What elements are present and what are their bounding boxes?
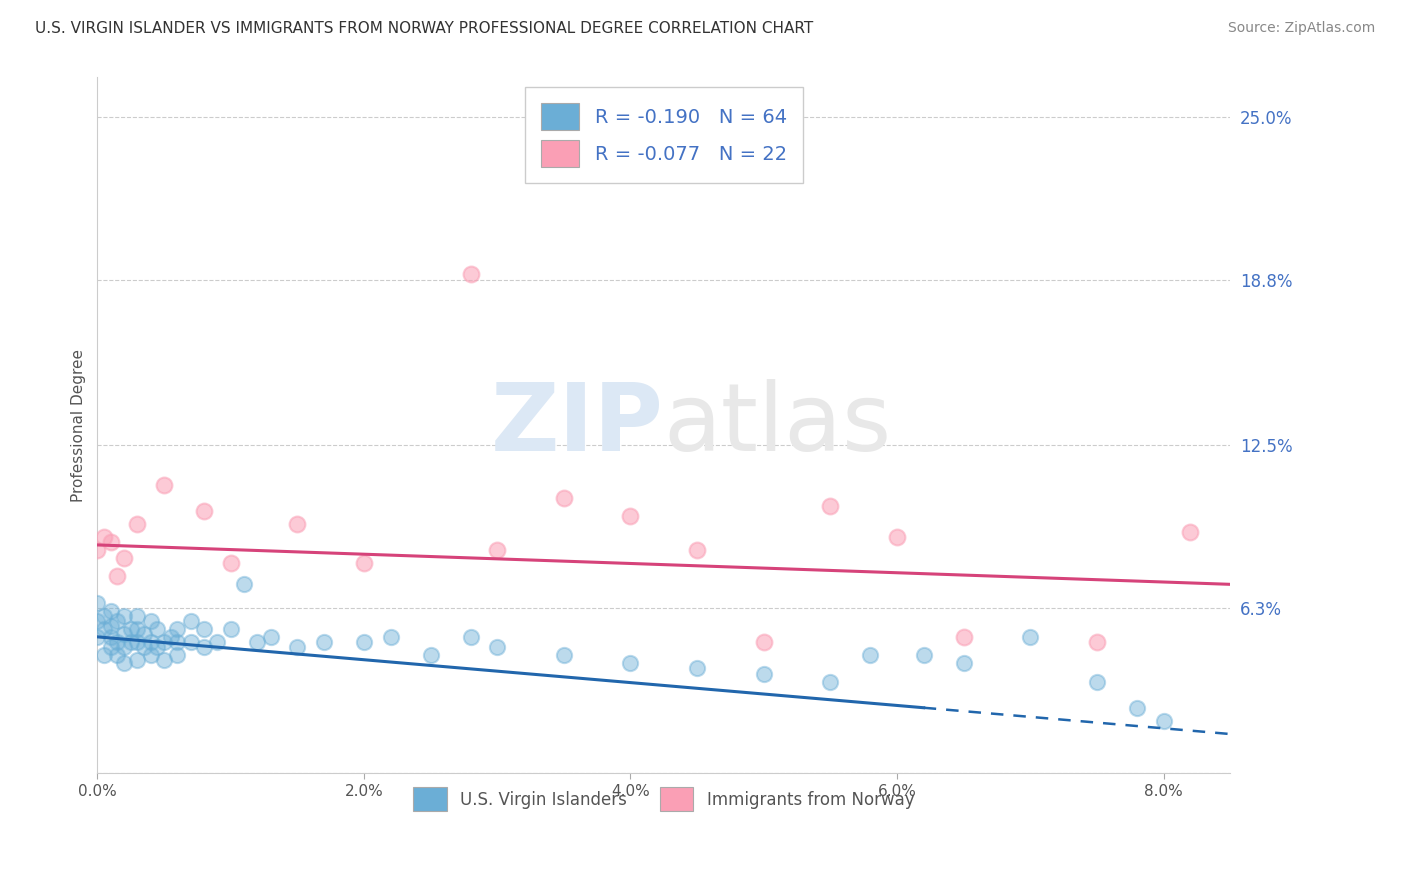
- Point: [912, 648, 935, 663]
- Point: [100, 630, 122, 644]
- Point: [127, 653, 149, 667]
- Point: [353, 635, 375, 649]
- Point: [1085, 674, 1108, 689]
- Point: [233, 577, 256, 591]
- Point: [105, 635, 128, 649]
- Point: [285, 640, 308, 655]
- Point: [193, 640, 215, 655]
- Point: [120, 635, 142, 649]
- Point: [380, 630, 402, 644]
- Legend: U.S. Virgin Islanders, Immigrants from Norway: U.S. Virgin Islanders, Immigrants from N…: [399, 774, 928, 824]
- Point: [127, 635, 149, 649]
- Point: [93, 608, 115, 623]
- Point: [127, 622, 149, 636]
- Point: [166, 648, 188, 663]
- Point: [153, 635, 176, 649]
- Point: [93, 530, 115, 544]
- Point: [100, 640, 122, 655]
- Point: [193, 504, 215, 518]
- Point: [127, 516, 149, 531]
- Point: [127, 608, 149, 623]
- Point: [146, 622, 169, 636]
- Point: [86, 596, 108, 610]
- Point: [166, 622, 188, 636]
- Point: [1085, 635, 1108, 649]
- Point: [112, 608, 135, 623]
- Point: [486, 543, 509, 558]
- Point: [246, 635, 269, 649]
- Point: [112, 551, 135, 566]
- Point: [146, 640, 169, 655]
- Point: [86, 543, 108, 558]
- Text: Source: ZipAtlas.com: Source: ZipAtlas.com: [1227, 21, 1375, 35]
- Point: [619, 509, 641, 524]
- Point: [219, 622, 242, 636]
- Point: [180, 635, 202, 649]
- Point: [686, 661, 709, 675]
- Point: [139, 614, 162, 628]
- Point: [219, 557, 242, 571]
- Point: [752, 666, 775, 681]
- Point: [859, 648, 882, 663]
- Point: [180, 614, 202, 628]
- Text: atlas: atlas: [664, 379, 891, 472]
- Point: [259, 630, 281, 644]
- Point: [132, 640, 155, 655]
- Point: [619, 656, 641, 670]
- Point: [820, 674, 842, 689]
- Point: [419, 648, 441, 663]
- Point: [86, 630, 108, 644]
- Point: [86, 614, 108, 628]
- Text: ZIP: ZIP: [491, 379, 664, 472]
- Point: [952, 630, 974, 644]
- Point: [105, 648, 128, 663]
- Point: [153, 653, 176, 667]
- Point: [105, 569, 128, 583]
- Point: [1153, 714, 1175, 728]
- Point: [105, 614, 128, 628]
- Point: [166, 635, 188, 649]
- Point: [312, 635, 335, 649]
- Point: [952, 656, 974, 670]
- Point: [553, 491, 575, 505]
- Point: [820, 499, 842, 513]
- Point: [460, 268, 482, 282]
- Point: [120, 622, 142, 636]
- Point: [1126, 700, 1149, 714]
- Point: [100, 619, 122, 633]
- Y-axis label: Professional Degree: Professional Degree: [72, 349, 86, 502]
- Point: [100, 604, 122, 618]
- Point: [353, 557, 375, 571]
- Point: [1019, 630, 1042, 644]
- Point: [1180, 524, 1202, 539]
- Point: [486, 640, 509, 655]
- Point: [93, 622, 115, 636]
- Point: [139, 648, 162, 663]
- Point: [193, 622, 215, 636]
- Point: [553, 648, 575, 663]
- Point: [686, 543, 709, 558]
- Point: [100, 535, 122, 549]
- Text: U.S. VIRGIN ISLANDER VS IMMIGRANTS FROM NORWAY PROFESSIONAL DEGREE CORRELATION C: U.S. VIRGIN ISLANDER VS IMMIGRANTS FROM …: [35, 21, 814, 36]
- Point: [207, 635, 229, 649]
- Point: [153, 477, 176, 491]
- Point: [752, 635, 775, 649]
- Point: [132, 627, 155, 641]
- Point: [460, 630, 482, 644]
- Point: [285, 516, 308, 531]
- Point: [93, 648, 115, 663]
- Point: [159, 630, 181, 644]
- Point: [112, 640, 135, 655]
- Point: [886, 530, 908, 544]
- Point: [112, 656, 135, 670]
- Point: [139, 635, 162, 649]
- Point: [112, 627, 135, 641]
